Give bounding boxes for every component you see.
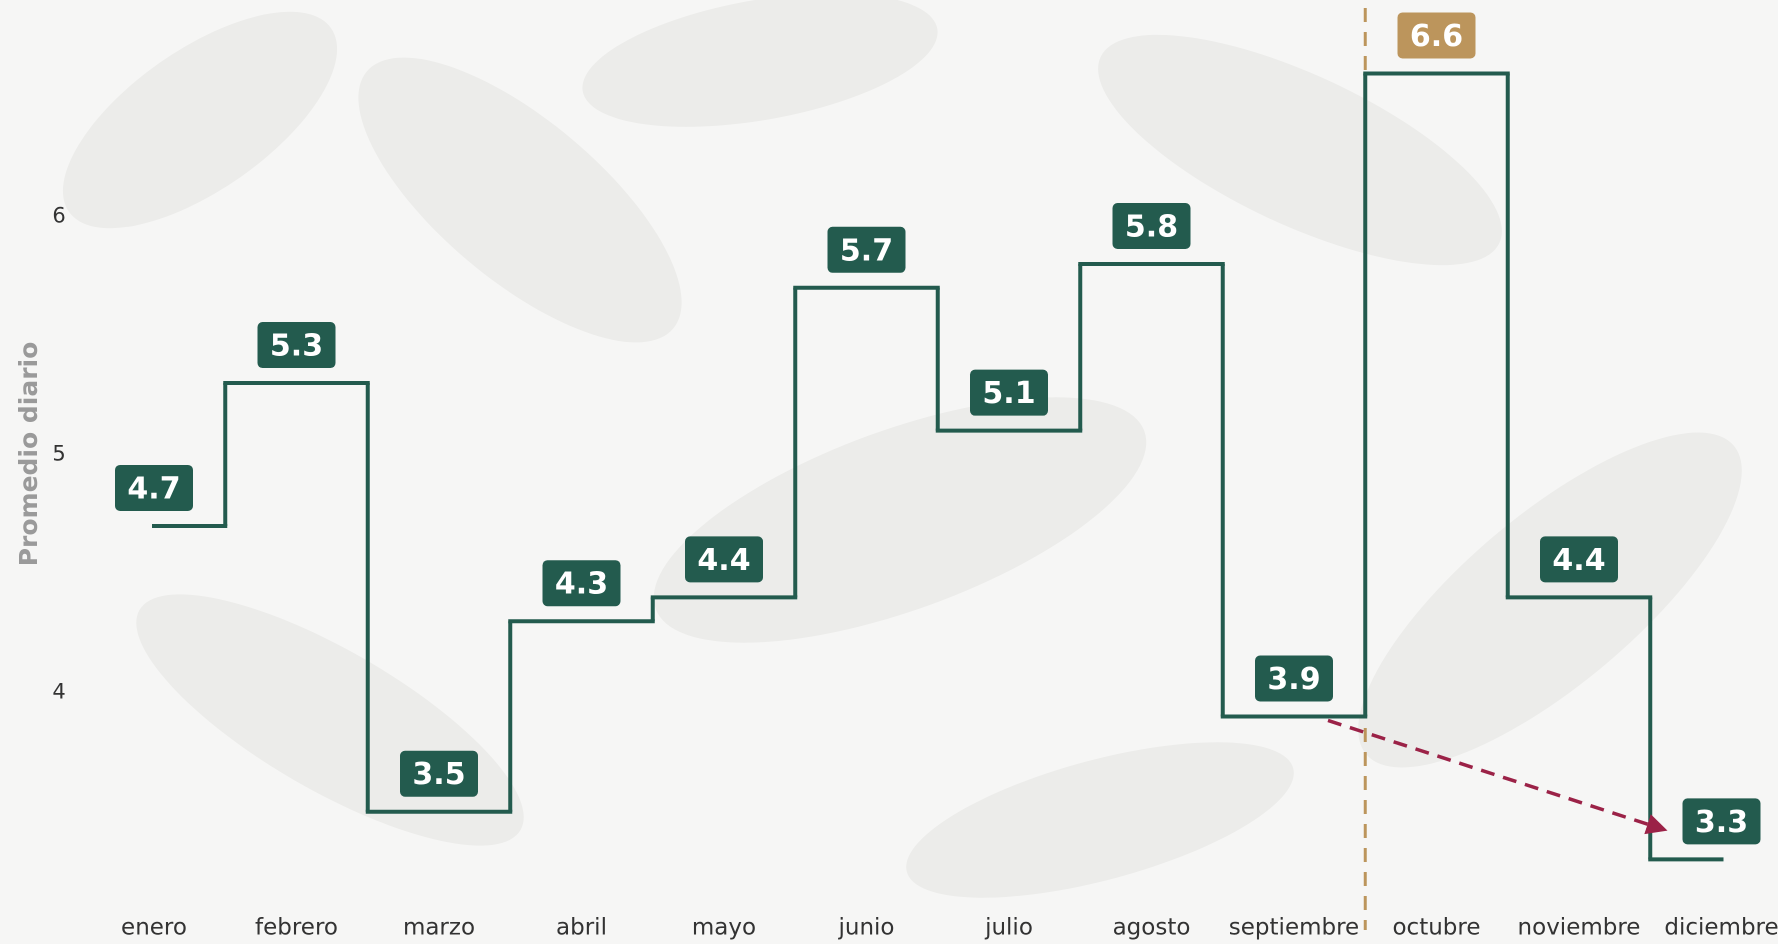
value-label: 5.7 [840, 233, 893, 268]
value-label-box [400, 750, 478, 797]
x-tick-label: junio [837, 915, 894, 941]
value-label-box [542, 560, 621, 607]
x-tick-label: diciembre [1664, 915, 1778, 941]
value-label: 4.7 [127, 471, 180, 506]
value-label: 3.9 [1267, 662, 1320, 697]
value-label: 5.3 [270, 329, 323, 364]
value-label-box [685, 536, 763, 583]
x-tick-label: agosto [1113, 915, 1191, 941]
value-label-box [1682, 798, 1761, 845]
value-label-box [970, 369, 1048, 416]
value-label: 3.3 [1695, 805, 1748, 840]
value-label: 4.4 [697, 543, 750, 578]
value-label: 5.1 [982, 376, 1035, 411]
y-tick-label: 5 [52, 442, 65, 466]
value-label-box [1255, 655, 1333, 702]
value-label: 4.3 [555, 567, 608, 602]
x-tick-label: enero [121, 915, 187, 941]
y-axis-title: Promedio diario [14, 342, 43, 567]
y-tick-label: 4 [52, 680, 65, 704]
x-tick-label: mayo [692, 915, 756, 941]
x-tick-label: febrero [255, 915, 338, 941]
value-label-box [1540, 536, 1618, 583]
y-tick-label: 6 [52, 203, 65, 227]
trend-arrow [1327, 718, 1668, 835]
x-tick-label: septiembre [1229, 915, 1359, 941]
value-label: 6.6 [1410, 19, 1463, 54]
x-tick-label: noviembre [1518, 915, 1641, 941]
value-label-box [827, 226, 906, 273]
value-label-box [1397, 12, 1476, 59]
x-tick-label: julio [984, 915, 1033, 941]
value-label-box [115, 464, 193, 511]
x-tick-label: marzo [403, 915, 475, 941]
value-label: 3.5 [412, 757, 465, 792]
x-tick-label: abril [556, 915, 607, 941]
value-label: 5.8 [1125, 209, 1178, 244]
background-pattern [62, 0, 1742, 898]
value-label: 4.4 [1552, 543, 1605, 578]
value-label-box [1112, 202, 1191, 249]
x-tick-label: octubre [1392, 915, 1480, 941]
value-label-box [257, 322, 336, 369]
